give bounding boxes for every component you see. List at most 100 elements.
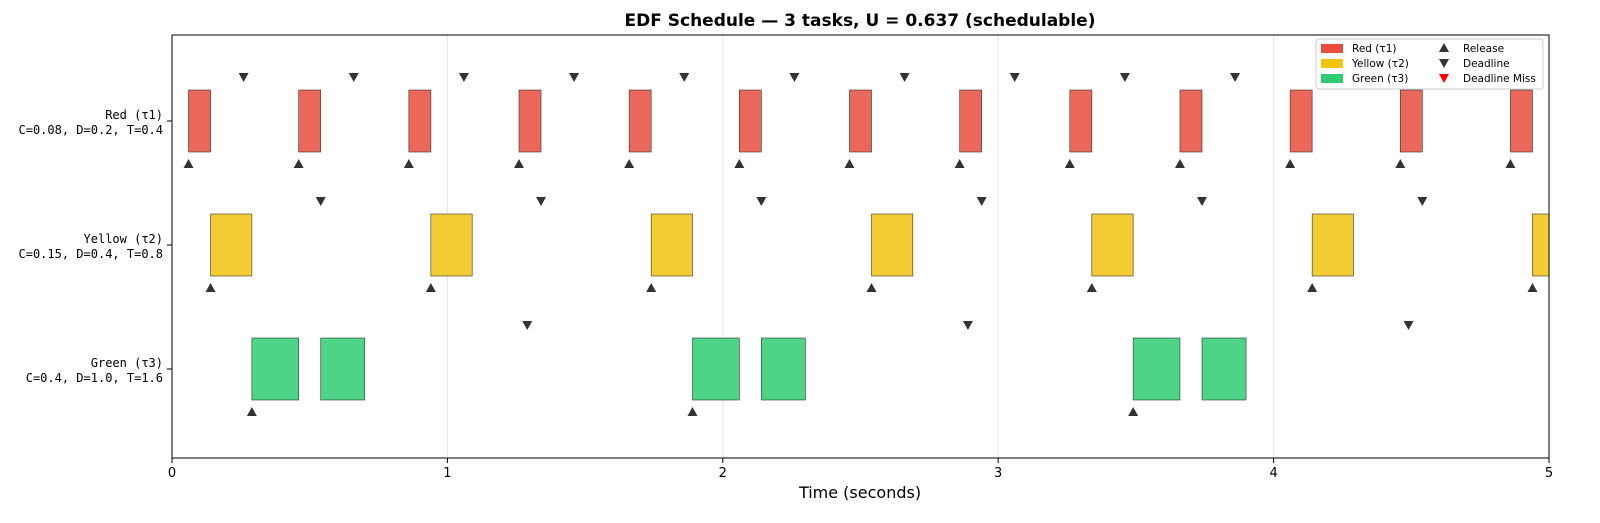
release-marker-t2-0	[205, 283, 216, 292]
task-name-label-2: Green (τ3)	[91, 356, 163, 370]
x-tick-label-1: 1	[443, 466, 451, 481]
x-axis: 0 1 2 3 4 5	[168, 458, 1553, 481]
deadline-marker-t2-3	[976, 197, 987, 206]
execution-bar-t1-0	[188, 89, 211, 153]
release-marker-t1-11	[1395, 159, 1406, 168]
execution-bar-t3-3	[761, 337, 806, 401]
deadline-marker-t3-0	[522, 321, 533, 330]
legend-swatch-0	[1321, 44, 1343, 53]
deadline-marker-t1-4	[679, 73, 690, 82]
execution-bar-t1-10	[1289, 89, 1313, 153]
deadline-marker-t1-1	[348, 73, 359, 82]
deadline-marker-t3-2	[1403, 321, 1414, 330]
deadline-marker-t1-0	[238, 73, 249, 82]
x-tick-label-0: 0	[168, 466, 176, 481]
release-deadline-markers	[183, 73, 1538, 416]
task-name-label-1: Yellow (τ2)	[84, 232, 163, 246]
deadline-marker-t2-2	[756, 197, 767, 206]
execution-bar-t1-7	[959, 89, 982, 153]
execution-bar-t1-11	[1399, 89, 1423, 153]
execution-bar-t3-2	[692, 337, 740, 401]
deadline-marker-t1-6	[899, 73, 910, 82]
execution-bar-t2-1	[430, 213, 473, 277]
deadline-marker-t1-5	[789, 73, 800, 82]
deadline-marker-t1-7	[1009, 73, 1020, 82]
execution-bar-t1-1	[298, 89, 322, 153]
release-marker-t1-0	[183, 159, 194, 168]
legend-label-0: Red (τ1)	[1352, 43, 1396, 55]
legend: Red (τ1) Yellow (τ2) Green (τ3) Release Dead…	[1315, 38, 1544, 90]
release-marker-t1-2	[403, 159, 414, 168]
legend-marker-label-0: Release	[1463, 43, 1504, 55]
deadline-marker-t1-8	[1119, 73, 1130, 82]
legend-swatch-2	[1321, 74, 1343, 83]
legend-label-1: Yellow (τ2)	[1351, 58, 1409, 70]
plot-frame	[171, 34, 1550, 459]
x-tick-label-2: 2	[719, 466, 727, 481]
legend-marker-label-2: Deadline Miss	[1463, 73, 1536, 85]
release-marker-t1-12	[1505, 159, 1516, 168]
release-marker-t2-1	[425, 283, 436, 292]
execution-bar-t2-0	[210, 213, 253, 277]
release-marker-t1-10	[1285, 159, 1296, 168]
task-params-label-2: C=0.4, D=1.0, T=1.6	[26, 371, 163, 385]
execution-bar-t2-6	[1532, 213, 1549, 277]
execution-bar-t1-9	[1179, 89, 1203, 153]
execution-bar-t2-2	[650, 213, 693, 277]
release-marker-t2-2	[646, 283, 657, 292]
execution-bar-t2-4	[1091, 213, 1134, 277]
x-tick-label-5: 5	[1545, 466, 1553, 481]
task-name-label-0: Red (τ1)	[105, 108, 163, 122]
release-marker-t3-1	[687, 407, 698, 416]
deadline-marker-t1-9	[1230, 73, 1241, 82]
release-marker-t1-9	[1174, 159, 1185, 168]
x-tick-label-4: 4	[1269, 466, 1277, 481]
execution-bar-t1-4	[628, 89, 652, 153]
release-marker-t1-3	[514, 159, 525, 168]
execution-bar-t1-8	[1069, 89, 1093, 153]
legend-marker-label-1: Deadline	[1463, 58, 1510, 70]
execution-bar-t3-0	[251, 337, 299, 401]
release-marker-t2-3	[866, 283, 877, 292]
release-marker-t1-5	[734, 159, 745, 168]
x-axis-label: Time (seconds)	[798, 483, 921, 502]
task-params-label-1: C=0.15, D=0.4, T=0.8	[19, 247, 164, 261]
release-marker-t1-1	[293, 159, 304, 168]
legend-swatch-1	[1321, 59, 1343, 68]
execution-bar-t3-5	[1201, 337, 1247, 401]
legend-triangle-up-icon-0	[1439, 43, 1449, 52]
deadline-marker-t2-4	[1196, 197, 1207, 206]
deadline-marker-t1-3	[569, 73, 580, 82]
execution-bar-t2-3	[871, 213, 914, 277]
release-marker-t1-8	[1064, 159, 1075, 168]
release-marker-t2-5	[1307, 283, 1318, 292]
deadline-marker-t1-2	[458, 73, 469, 82]
execution-bar-t1-3	[518, 89, 542, 153]
execution-bar-t1-2	[408, 89, 432, 153]
execution-bar-t3-1	[320, 337, 366, 401]
deadline-marker-t2-0	[315, 197, 326, 206]
legend-label-2: Green (τ3)	[1352, 73, 1408, 85]
deadline-marker-t2-5	[1417, 197, 1428, 206]
legend-triangle-down-icon-2	[1439, 74, 1449, 83]
release-marker-t3-0	[246, 407, 257, 416]
deadline-marker-t2-1	[536, 197, 547, 206]
task-params-label-0: C=0.08, D=0.2, T=0.4	[19, 123, 164, 137]
release-marker-t1-6	[844, 159, 855, 168]
release-marker-t2-6	[1527, 283, 1538, 292]
deadline-marker-t3-1	[962, 321, 973, 330]
release-marker-t1-7	[954, 159, 965, 168]
chart-title: EDF Schedule — 3 tasks, U = 0.637 (sched…	[625, 11, 1096, 31]
execution-bars	[188, 89, 1549, 401]
execution-bar-t1-12	[1510, 89, 1533, 153]
release-marker-t2-4	[1086, 283, 1097, 292]
release-marker-t3-2	[1128, 407, 1139, 416]
execution-bar-t3-4	[1132, 337, 1181, 401]
execution-bar-t1-6	[849, 89, 872, 153]
execution-bar-t2-5	[1311, 213, 1354, 277]
x-tick-label-3: 3	[994, 466, 1002, 481]
legend-box	[1315, 38, 1544, 90]
execution-bar-t1-5	[739, 89, 762, 153]
